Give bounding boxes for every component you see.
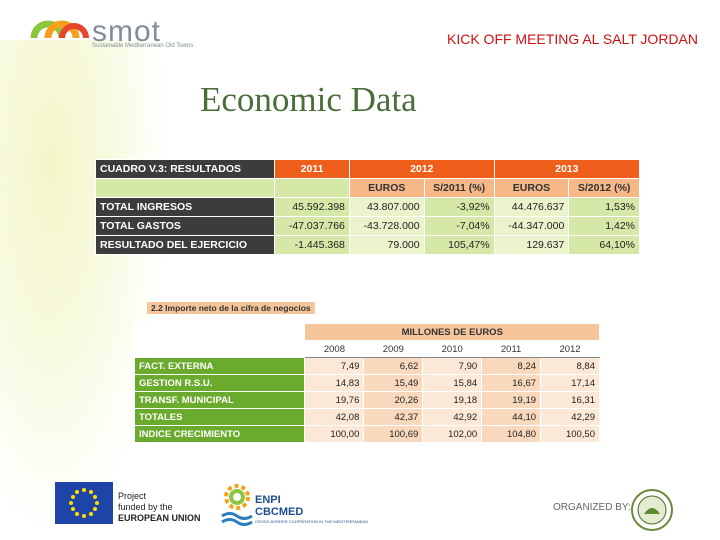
cell: 8,84	[540, 357, 600, 375]
cell: 42,08	[304, 408, 365, 426]
turnover-table: MILLONES DE EUROS 2008 2009 2010 2011 20…	[133, 323, 600, 443]
cell: 7,90	[422, 357, 483, 375]
cell: 79.000	[348, 235, 425, 255]
cell: -3,92%	[423, 197, 495, 217]
year-header: 2010	[422, 340, 483, 358]
cell: 104,80	[481, 425, 542, 443]
year-header: 2013	[493, 159, 641, 179]
year-header: 2011	[274, 159, 350, 179]
unit-header: MILLONES DE EUROS	[304, 323, 600, 341]
cell: 16,31	[540, 391, 600, 409]
cell: -47.037.766	[274, 216, 350, 236]
cell: 42,92	[422, 408, 483, 426]
cell: 14,83	[304, 374, 365, 392]
project-line: Project	[118, 491, 147, 501]
cell: 17,14	[540, 374, 600, 392]
cell: 19,76	[304, 391, 365, 409]
table-row: TOTALES 42,08 42,37 42,92 44,10 42,29	[133, 408, 600, 426]
cell: 42,37	[363, 408, 424, 426]
cell: -43.728.000	[348, 216, 425, 236]
cell: 45.592.398	[274, 197, 350, 217]
blank-cell	[133, 323, 306, 341]
row-label: INDICE CRECIMIENTO	[133, 425, 306, 443]
table-row: TRANSF. MUNICIPAL 19,76 20,26 19,18 19,1…	[133, 391, 600, 409]
cell: 8,24	[481, 357, 542, 375]
subheader: EUROS	[493, 178, 570, 198]
kickoff-heading: KICK OFF MEETING AL SALT JORDAN	[446, 31, 698, 47]
turnover-caption: 2.2 Importe neto de la cifra de negocios	[147, 302, 315, 314]
table-row: TOTAL GASTOS -47.037.766 -43.728.000 -7,…	[94, 216, 640, 236]
enpi-sun-icon	[221, 484, 253, 526]
results-corner: CUADRO V.3: RESULTADOS	[94, 159, 276, 179]
cell: 19,18	[422, 391, 483, 409]
logo-word: smot	[92, 15, 162, 48]
enpi-line: ENPI	[255, 494, 281, 506]
cell: 1,42%	[568, 216, 640, 236]
cell: 6,62	[363, 357, 424, 375]
row-label: RESULTADO DEL EJERCICIO	[94, 235, 276, 255]
cell: 44.476.637	[493, 197, 570, 217]
results-table: CUADRO V.3: RESULTADOS 2011 2012 2013 EU…	[94, 159, 641, 255]
cell: 19,19	[481, 391, 542, 409]
eu-flag-icon	[55, 482, 113, 524]
cell: -44.347.000	[493, 216, 570, 236]
cell: 44,10	[481, 408, 542, 426]
cell: -1.445.368	[274, 235, 350, 255]
subheader: S/2011 (%)	[423, 178, 495, 198]
row-label: TOTAL INGRESOS	[94, 197, 276, 217]
project-line: EUROPEAN	[118, 513, 170, 523]
project-line: UNION	[171, 513, 201, 523]
year-header: 2012	[348, 159, 495, 179]
cell: 129.637	[493, 235, 570, 255]
blank-cell	[133, 340, 306, 358]
organized-by-label: ORGANIZED BY:	[553, 502, 631, 513]
table-row: TOTAL INGRESOS 45.592.398 43.807.000 -3,…	[94, 197, 640, 217]
cell: 100,69	[363, 425, 424, 443]
year-header: 2008	[304, 340, 365, 358]
cell: 43.807.000	[348, 197, 425, 217]
table-row: FACT. EXTERNA 7,49 6,62 7,90 8,24 8,84	[133, 357, 600, 375]
table-row: RESULTADO DEL EJERCICIO -1.445.368 79.00…	[94, 235, 640, 255]
row-label: TOTALES	[133, 408, 306, 426]
cell: 15,84	[422, 374, 483, 392]
cell: 100,50	[540, 425, 600, 443]
cell: -7,04%	[423, 216, 495, 236]
row-label: TOTAL GASTOS	[94, 216, 276, 236]
year-header: 2012	[540, 340, 600, 358]
table-row: GESTION R.S.U. 14,83 15,49 15,84 16,67 1…	[133, 374, 600, 392]
cell: 20,26	[363, 391, 424, 409]
cell: 16,67	[481, 374, 542, 392]
cell: 1,53%	[568, 197, 640, 217]
cell: 105,47%	[423, 235, 495, 255]
cell: 102,00	[422, 425, 483, 443]
cell: 15,49	[363, 374, 424, 392]
row-label: GESTION R.S.U.	[133, 374, 306, 392]
enpi-line: CBCMED	[255, 506, 304, 518]
year-header: 2009	[363, 340, 424, 358]
cell: 100,00	[304, 425, 365, 443]
page-title: Economic Data	[200, 80, 417, 119]
cell: 64,10%	[568, 235, 640, 255]
logo-tagline: Sustainable Mediterranean Old Towns	[92, 43, 194, 49]
subheader: S/2012 (%)	[568, 178, 640, 198]
year-header: 2011	[481, 340, 542, 358]
organizer-seal-icon	[630, 488, 674, 532]
enpi-text: ENPI CBCMED	[255, 494, 303, 518]
subheader: EUROS	[348, 178, 425, 198]
row-label: TRANSF. MUNICIPAL	[133, 391, 306, 409]
blank-cell	[274, 178, 350, 198]
table-row: INDICE CRECIMIENTO 100,00 100,69 102,00 …	[133, 425, 600, 443]
smot-logo: smot Sustainable Mediterranean Old Towns	[30, 10, 193, 50]
background-glow	[0, 40, 170, 540]
cell: 42,29	[540, 408, 600, 426]
enpi-logo	[220, 480, 330, 526]
cell: 7,49	[304, 357, 365, 375]
row-label: FACT. EXTERNA	[133, 357, 306, 375]
enpi-small-text: CROSS-BORDER COOPERATION IN THE MEDITERR…	[255, 519, 368, 524]
project-funded-text: Project funded by the EUROPEAN UNION	[118, 491, 201, 524]
smot-arcs-icon	[30, 20, 89, 39]
project-line: funded by the	[118, 502, 173, 512]
blank-cell	[94, 178, 276, 198]
